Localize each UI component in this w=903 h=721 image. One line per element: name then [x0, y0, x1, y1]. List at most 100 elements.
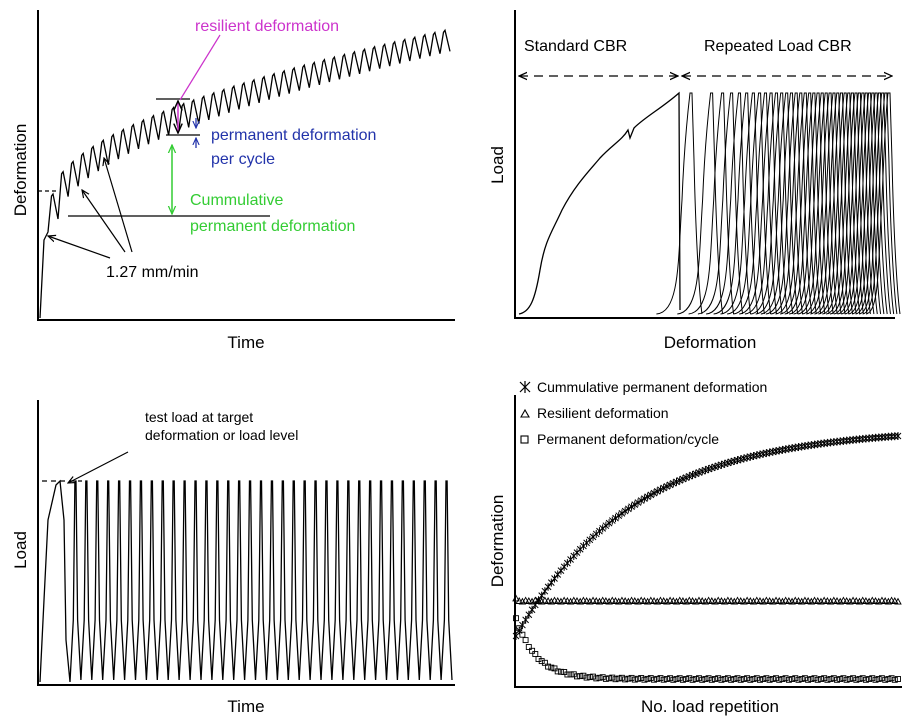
permanent-point: [753, 675, 760, 682]
permanent-point: [718, 676, 725, 683]
legend-asterisk-icon: [519, 381, 531, 393]
resilient-point: [541, 596, 549, 604]
panel-b-repeated-curve: [713, 92, 759, 315]
resilient-point: [887, 596, 896, 604]
permanent-point: [875, 676, 882, 682]
resilient-point: [717, 597, 726, 604]
permanent-point: [663, 676, 670, 682]
resilient-point: [801, 596, 809, 604]
permanent-point: [737, 676, 744, 683]
resilient-point: [640, 597, 649, 604]
resilient-point: [611, 597, 620, 604]
permanent-point: [631, 676, 638, 683]
resilient-point: [627, 596, 636, 604]
panel-a-x-axis-label: Time: [227, 333, 264, 352]
permanent-point: [647, 675, 654, 682]
permanent-point: [599, 674, 606, 681]
permanent-point: [792, 675, 799, 682]
panel-b-repeated-curve: [825, 92, 864, 315]
cumulative-point: [631, 500, 639, 509]
permanent-point: [699, 676, 706, 683]
panel-b-repeated-curve: [829, 92, 868, 315]
permanent-point: [667, 675, 674, 682]
resilient-point: [669, 597, 678, 604]
resilient-point: [688, 597, 697, 604]
panel-b-repeated-curve: [858, 92, 895, 315]
permanent-point: [837, 676, 844, 682]
resilient-point: [781, 596, 790, 604]
panel-b-repeated-curve: [755, 92, 799, 315]
permanent-point: [615, 675, 622, 682]
cumulative-point: [830, 438, 838, 447]
resilient-point: [858, 596, 867, 604]
panel-a-cumulative-label-2: permanent deformation: [190, 218, 355, 235]
permanent-point: [728, 676, 735, 683]
panel-b-repeated-curve: [697, 92, 744, 315]
legend-triangle-icon: [520, 408, 530, 418]
panel-b-x-axis-label: Deformation: [664, 333, 757, 352]
panel-b-repeated-curve: [833, 92, 871, 315]
cumulative-point: [628, 502, 635, 511]
cumulative-point: [621, 507, 629, 516]
resilient-point: [830, 596, 838, 604]
cumulative-point: [843, 436, 850, 445]
permanent-point: [843, 676, 850, 683]
resilient-point: [589, 596, 597, 604]
resilient-point: [823, 597, 832, 604]
permanent-point: [519, 631, 526, 638]
permanent-point: [808, 676, 815, 682]
resilient-point: [804, 597, 812, 604]
cumulative-point: [551, 574, 558, 583]
permanent-point: [782, 675, 789, 682]
panel-a-cumulative-label-1: Cummulative: [190, 192, 283, 209]
resilient-point: [582, 597, 591, 604]
resilient-point: [695, 596, 703, 604]
resilient-point: [598, 596, 607, 604]
permanent-point: [641, 676, 648, 683]
panel-a-rate-label: 1.27 mm/min: [106, 264, 198, 281]
panel-b-repeated-curve: [837, 92, 875, 315]
permanent-point: [895, 676, 901, 682]
resilient-point: [820, 596, 828, 604]
resilient-point: [525, 597, 533, 604]
permanent-point: [850, 675, 857, 682]
cumulative-point: [663, 482, 671, 491]
panel-c-x-axis-label: Time: [227, 697, 264, 716]
panel-a-per-cycle-label-2: per cycle: [211, 151, 275, 168]
panel-c-y-axis-label: Load: [11, 531, 30, 569]
panel-a-deformation-curve: [39, 28, 451, 319]
panel-b-repeated-curve: [677, 92, 724, 315]
panel-c-load-curve: [39, 479, 453, 683]
panel-c-annotation-1: test load at target: [145, 409, 253, 425]
permanent-point: [734, 675, 741, 682]
resilient-point: [631, 597, 639, 604]
resilient-point: [862, 597, 870, 604]
permanent-point: [869, 675, 876, 682]
cumulative-point: [859, 434, 867, 443]
resilient-point: [512, 594, 520, 602]
permanent-point: [606, 675, 613, 682]
permanent-point: [622, 676, 629, 683]
permanent-point: [757, 676, 763, 683]
panel-b-repeated-label: Repeated Load CBR: [704, 38, 852, 55]
resilient-point: [727, 597, 735, 604]
permanent-point: [513, 615, 519, 622]
cumulative-point: [641, 494, 648, 503]
permanent-point: [891, 676, 898, 683]
resilient-point: [868, 596, 877, 604]
cumulative-point: [583, 538, 590, 547]
permanent-point: [673, 676, 680, 682]
permanent-point: [577, 673, 584, 680]
panel-d-resilient-series: [512, 594, 902, 605]
panel-b-repeated-curve: [688, 92, 735, 315]
panel-b-repeated-curve: [727, 92, 772, 315]
permanent-point: [564, 671, 571, 678]
cumulative-point: [525, 610, 533, 619]
permanent-point: [862, 676, 869, 683]
panel-b-repeated-curve: [844, 92, 882, 315]
permanent-point: [596, 674, 603, 681]
permanent-point: [856, 676, 863, 682]
permanent-point: [878, 675, 885, 682]
permanent-point: [628, 674, 635, 681]
permanent-point: [859, 675, 866, 682]
